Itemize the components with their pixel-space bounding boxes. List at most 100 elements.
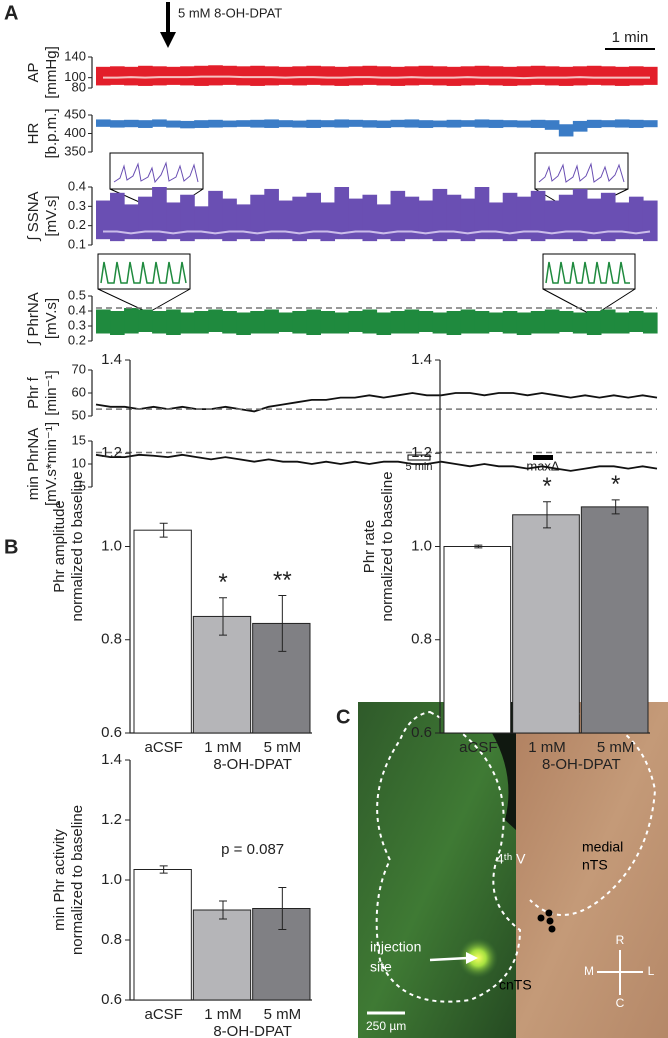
trace-band [152, 187, 167, 242]
y-tick-label: 0.3 [68, 198, 86, 213]
trace-band [306, 119, 321, 128]
bar [443, 546, 512, 734]
trace-band [250, 65, 265, 86]
trace-band [124, 204, 139, 240]
trace-band [530, 65, 546, 85]
trace-band [390, 66, 406, 86]
trace-band [180, 66, 195, 86]
trace-band [446, 66, 462, 86]
bar [192, 615, 252, 734]
trace-band [502, 192, 518, 242]
trace-band [362, 120, 378, 128]
trace-band [124, 66, 139, 86]
y-tick-label: 1.4 [411, 351, 432, 368]
trace-band [488, 312, 504, 332]
error-bar [474, 544, 483, 549]
trace-band [628, 66, 644, 86]
x-tick-label: 5 mM [264, 739, 302, 756]
trace-band [292, 120, 307, 128]
trace-band [390, 311, 406, 334]
trace-band [320, 202, 336, 242]
y-tick-label: 0.6 [411, 724, 432, 741]
trace-band [152, 119, 167, 127]
trace-band [96, 119, 111, 127]
y-tick-label: 0.8 [101, 931, 122, 948]
trace-band [222, 311, 237, 334]
bar [512, 514, 580, 734]
image-label: 4ᵗʰ V [496, 851, 526, 867]
y-axis-label: Phr rate [361, 520, 378, 573]
y-axis-label: Phr f [25, 376, 42, 409]
trace-band [222, 120, 237, 128]
trace-band [334, 66, 350, 86]
x-tick-label: aCSF [144, 739, 182, 756]
error-bar [159, 522, 168, 538]
trace-band [362, 194, 378, 242]
image-label: medial [582, 839, 623, 855]
y-tick-label: 1.4 [101, 351, 122, 368]
bar [133, 529, 192, 734]
trace-band [292, 196, 307, 242]
trace-band [264, 66, 279, 86]
trace-band [96, 66, 111, 86]
trace-band [628, 196, 644, 240]
arrow-head [160, 32, 176, 48]
y-tick-label: 10 [72, 455, 86, 470]
image-label: L [648, 964, 655, 978]
y-tick-label: 0.8 [411, 631, 432, 648]
trace-band [166, 202, 181, 240]
trace-band [250, 194, 265, 242]
error-bar [219, 900, 227, 920]
y-axis-label: ∫ PhrNA [25, 292, 42, 345]
y-tick-label: 15 [72, 432, 86, 447]
image-label: site [370, 959, 392, 975]
trace-band [334, 187, 350, 240]
trace-band [180, 120, 195, 129]
y-tick-label: 1.0 [101, 537, 122, 554]
arrow-label: 5 mM 8-OH-DPAT [178, 5, 282, 20]
trace-band [362, 65, 378, 85]
trace-band [348, 198, 364, 240]
trace-band [264, 188, 279, 240]
bar [580, 506, 649, 734]
y-tick-label: 450 [64, 106, 86, 121]
trace-band [96, 309, 111, 334]
trace-line [95, 392, 658, 413]
annotation: p = 0.087 [221, 841, 284, 858]
trace-band [418, 120, 434, 128]
y-axis-label: [mV.s*min⁻¹] [43, 422, 60, 506]
trace-band [572, 312, 588, 334]
y-tick-label: 5 [79, 478, 86, 493]
y-tick-label: 100 [64, 69, 86, 84]
trace-band [642, 66, 658, 85]
y-axis-label: normalized to baseline [379, 471, 396, 621]
trace-band [558, 194, 574, 240]
x-tick-label: aCSF [459, 739, 497, 756]
x-tick-label: 1 mM [204, 1006, 242, 1023]
trace-band [166, 66, 181, 85]
y-axis-label: ∫ SSNA [25, 191, 42, 241]
trace-band [586, 198, 602, 240]
trace-band [110, 311, 125, 335]
trace-band [320, 120, 336, 128]
image-label: 250 µm [366, 1019, 406, 1033]
trace-band [446, 119, 462, 128]
y-tick-label: 0.6 [101, 991, 122, 1008]
trace-band [278, 200, 293, 240]
image-label: injection [370, 939, 421, 955]
y-tick-label: 0.4 [68, 302, 86, 317]
trace-band [208, 190, 223, 240]
trace-band [306, 65, 321, 85]
trace-band [320, 311, 336, 334]
trace-band [516, 312, 532, 335]
y-tick-label: 1.2 [101, 444, 122, 461]
trace-band [264, 309, 279, 334]
image-label: C [616, 996, 625, 1010]
trace-band [110, 192, 125, 242]
error-bar [611, 499, 620, 515]
panel-label: C [336, 706, 350, 728]
trace-band [194, 120, 209, 128]
trace-band [306, 192, 321, 240]
x-tick-label: 1 mM [528, 739, 566, 756]
y-axis-label: min PhrNA [25, 428, 42, 501]
